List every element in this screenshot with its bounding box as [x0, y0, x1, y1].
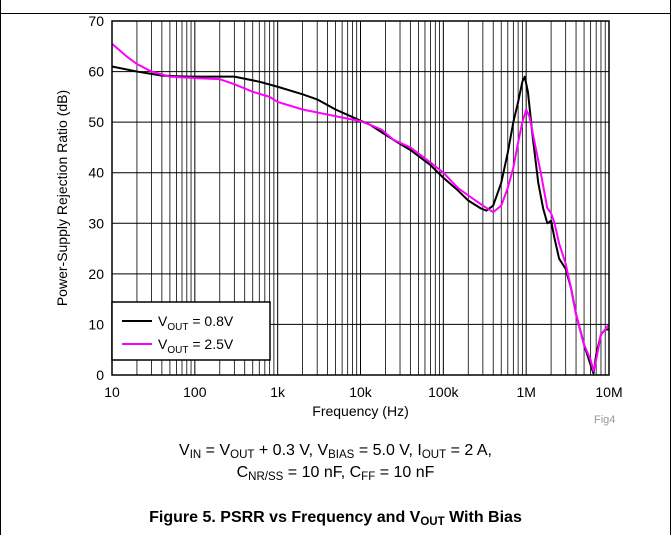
y-tick-label: 30	[88, 215, 104, 231]
legend-box	[111, 301, 271, 361]
top-frame-border	[0, 0, 671, 14]
test-conditions-line-2: CNR/SS = 10 nF, CFF = 10 nF	[236, 464, 435, 483]
y-tick-label: 60	[88, 64, 104, 80]
chart-curves	[111, 43, 610, 375]
x-tick-label: 10M	[595, 384, 622, 400]
left-frame-border	[0, 0, 1, 535]
legend-entry-label: VOUT = 2.5V	[158, 336, 234, 356]
y-tick-label: 40	[88, 165, 104, 181]
y-tick-label: 0	[96, 367, 104, 383]
x-tick-label: 100	[183, 384, 207, 400]
y-tick-label: 20	[88, 266, 104, 282]
x-tick-label: 1M	[516, 384, 535, 400]
series-line-2	[111, 43, 610, 372]
x-tick-label: 10k	[349, 384, 373, 400]
x-axis-label: Frequency (Hz)	[312, 403, 408, 419]
y-tick-label: 70	[88, 13, 104, 29]
y-axis-label: Power-Supply Rejection Ratio (dB)	[54, 90, 70, 306]
figure-title: Figure 5. PSRR vs Frequency and VOUT Wit…	[149, 509, 522, 528]
plot-area-border	[111, 20, 610, 376]
figure-tag: Fig4	[594, 414, 616, 426]
y-tick-label: 50	[88, 114, 104, 130]
x-tick-label: 1k	[270, 384, 286, 400]
legend-entry-label: VOUT = 0.8V	[158, 313, 234, 333]
y-tick-label: 10	[88, 316, 104, 332]
x-tick-label: 10	[104, 384, 120, 400]
chart-legend: VOUT = 0.8V VOUT = 2.5V	[111, 301, 271, 361]
x-tick-label: 100k	[428, 384, 459, 400]
test-conditions-line-1: VIN = VOUT + 0.3 V, VBIAS = 5.0 V, IOUT …	[179, 442, 492, 461]
